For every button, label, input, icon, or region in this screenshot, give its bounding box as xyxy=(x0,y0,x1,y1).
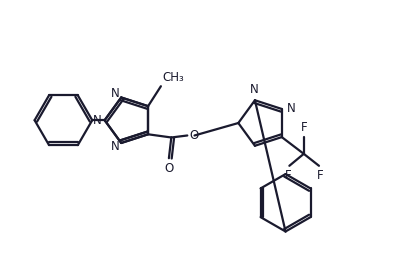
Text: O: O xyxy=(189,128,198,142)
Text: F: F xyxy=(285,169,291,182)
Text: F: F xyxy=(301,121,307,134)
Text: N: N xyxy=(110,87,119,100)
Text: N: N xyxy=(287,102,296,115)
Text: N: N xyxy=(110,140,119,154)
Text: CH₃: CH₃ xyxy=(162,71,184,84)
Text: N: N xyxy=(93,114,102,127)
Text: O: O xyxy=(164,162,174,175)
Text: N: N xyxy=(250,83,258,96)
Text: F: F xyxy=(317,169,324,182)
